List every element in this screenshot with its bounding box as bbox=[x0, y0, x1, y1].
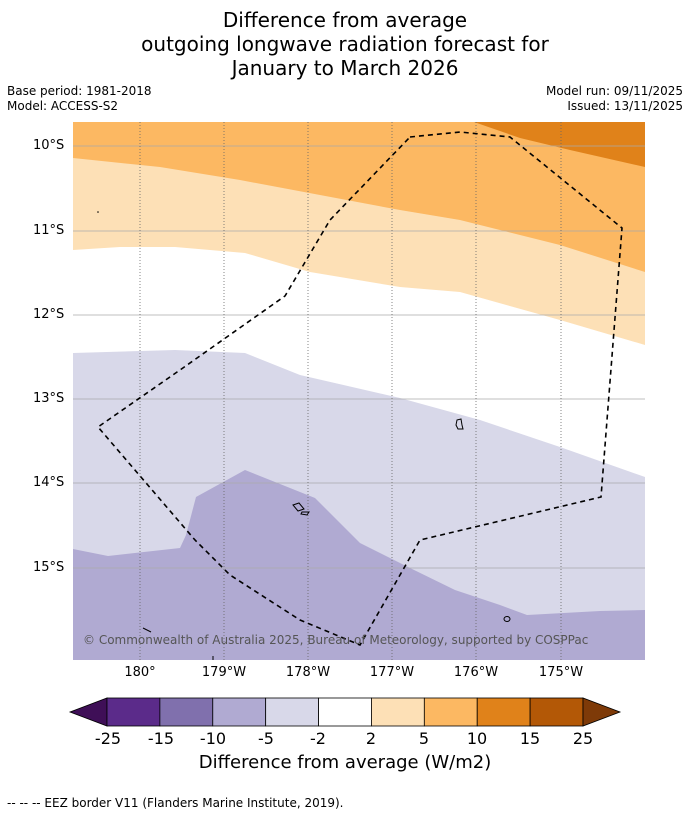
chart-title: Difference from average outgoing longwav… bbox=[0, 8, 690, 80]
title-line-3: January to March 2026 bbox=[231, 56, 459, 80]
colorbar-title: Difference from average (W/m2) bbox=[198, 752, 492, 773]
island-3 bbox=[300, 511, 310, 516]
colorbar-segment bbox=[371, 697, 425, 727]
lat-label-11s: 11°S bbox=[33, 223, 65, 238]
model-name: Model: ACCESS-S2 bbox=[7, 99, 119, 113]
cb-tick-1: -15 bbox=[147, 729, 175, 748]
copyright-notice: © Commonwealth of Australia 2025, Bureau… bbox=[83, 633, 589, 647]
lat-label-12s: 12°S bbox=[33, 307, 65, 322]
island-1 bbox=[455, 418, 464, 430]
cb-tick-2: -10 bbox=[199, 729, 227, 748]
model-run: Model run: 09/11/2025 bbox=[545, 84, 683, 98]
lat-label-15s: 15°S bbox=[33, 560, 65, 575]
contour-pos-medium bbox=[73, 122, 645, 272]
colorbar-segment bbox=[423, 697, 478, 727]
colorbar-extend-high bbox=[582, 697, 622, 727]
meta-right: Model run: 09/11/2025 Issued: 13/11/2025 bbox=[546, 84, 683, 114]
lon-label-180: 180° bbox=[124, 665, 156, 680]
title-line-1: Difference from average bbox=[222, 8, 468, 32]
eez-border bbox=[96, 131, 623, 647]
contour-neg-medium bbox=[73, 470, 645, 660]
lon-label-178w: 178°W bbox=[285, 665, 331, 680]
cb-tick-8: 15 bbox=[519, 729, 541, 748]
lon-label-176w: 176°W bbox=[453, 665, 499, 680]
colorbar-segment bbox=[318, 697, 372, 727]
cb-tick-5: 2 bbox=[365, 729, 377, 748]
cb-tick-3: -5 bbox=[258, 729, 274, 748]
title-line-2: outgoing longwave radiation forecast for bbox=[141, 32, 549, 56]
contour-pos-strong bbox=[474, 122, 645, 167]
lat-label-14s: 14°S bbox=[33, 475, 65, 490]
lon-label-177w: 177°W bbox=[369, 665, 415, 680]
colorbar-segment bbox=[106, 697, 161, 727]
issued-date: Issued: 13/11/2025 bbox=[567, 99, 683, 113]
island-4 bbox=[503, 616, 511, 622]
cb-tick-9: 25 bbox=[572, 729, 594, 748]
meta-left: Base period: 1981-2018 Model: ACCESS-S2 bbox=[7, 84, 152, 114]
cb-tick-6: 5 bbox=[418, 729, 430, 748]
colorbar-segment bbox=[476, 697, 531, 727]
colorbar-segment bbox=[159, 697, 214, 727]
base-period: Base period: 1981-2018 bbox=[7, 84, 152, 98]
cb-tick-0: -25 bbox=[94, 729, 122, 748]
lat-label-10s: 10°S bbox=[33, 138, 65, 153]
lat-gridlines bbox=[73, 145, 645, 569]
lat-label-13s: 13°S bbox=[33, 391, 65, 406]
cb-tick-4: -2 bbox=[310, 729, 326, 748]
map-plot-area bbox=[73, 122, 645, 660]
island-2 bbox=[292, 502, 305, 512]
colorbar-segment bbox=[529, 697, 584, 727]
colorbar-segment bbox=[212, 697, 267, 727]
lon-label-179w: 179°W bbox=[201, 665, 247, 680]
island-5 bbox=[142, 627, 152, 633]
island-6 bbox=[97, 211, 99, 213]
eez-legend: -- -- -- EEZ border V11 (Flanders Marine… bbox=[7, 796, 344, 810]
cb-tick-7: 10 bbox=[466, 729, 488, 748]
colorbar-segment bbox=[265, 697, 319, 727]
colorbar-extend-low bbox=[68, 697, 108, 727]
colorbar bbox=[68, 697, 622, 727]
lon-label-175w: 175°W bbox=[538, 665, 584, 680]
